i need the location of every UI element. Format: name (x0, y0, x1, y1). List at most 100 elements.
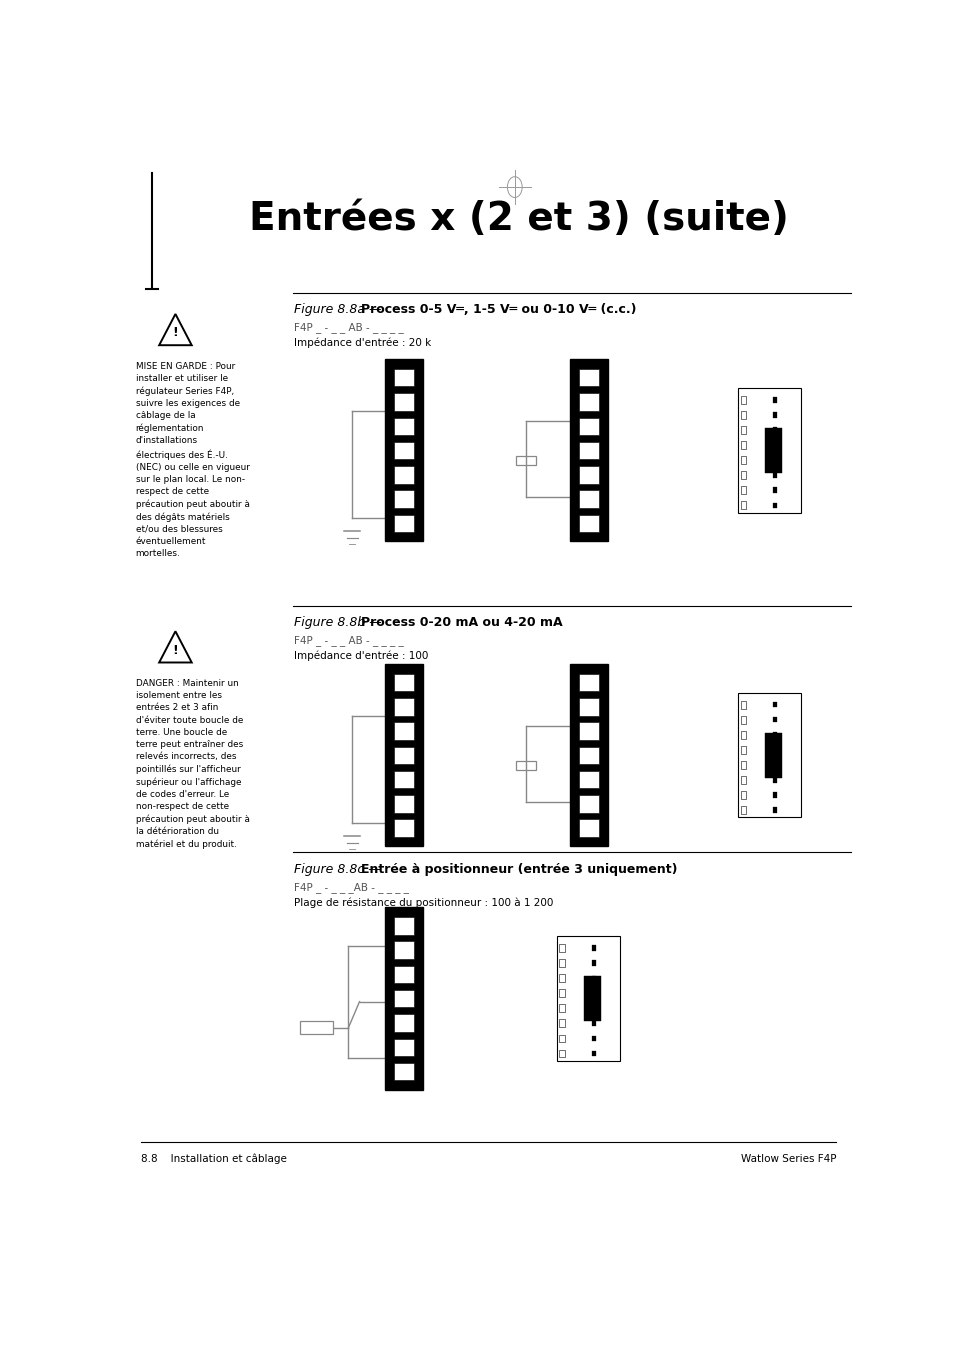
Bar (772, 503, 776, 508)
Bar (394, 917, 414, 935)
Bar (740, 792, 745, 798)
Bar (578, 442, 598, 459)
Bar (772, 777, 776, 782)
Bar (394, 1039, 414, 1056)
Bar (394, 369, 414, 386)
Bar (772, 412, 776, 417)
Text: !: ! (172, 643, 178, 657)
Bar (764, 732, 781, 778)
Bar (740, 731, 745, 739)
Bar (578, 820, 598, 836)
Text: Figure 8.8c —: Figure 8.8c — (294, 863, 385, 875)
Bar (740, 457, 745, 463)
Bar (578, 466, 598, 484)
Bar (394, 747, 414, 765)
Bar (740, 396, 745, 404)
Bar (578, 747, 598, 765)
Bar (772, 717, 776, 723)
Bar (569, 665, 607, 846)
Bar (558, 974, 564, 982)
Bar (772, 397, 776, 403)
Bar (394, 723, 414, 740)
Bar (578, 771, 598, 789)
Bar (394, 674, 414, 692)
Bar (394, 417, 414, 435)
Bar (394, 942, 414, 959)
Bar (740, 442, 745, 449)
Bar (394, 393, 414, 411)
Bar (583, 975, 600, 1021)
Bar (569, 359, 607, 542)
Bar (591, 1020, 595, 1025)
Bar (558, 1004, 564, 1012)
Text: Entrées x (2 et 3) (suite): Entrées x (2 et 3) (suite) (249, 200, 787, 238)
Bar (299, 1021, 333, 1034)
Bar (394, 990, 414, 1008)
Bar (394, 1063, 414, 1081)
Bar (558, 1035, 564, 1042)
Bar (772, 747, 776, 753)
Text: Impédance d'entrée : 20 k: Impédance d'entrée : 20 k (294, 338, 432, 349)
Bar (740, 486, 745, 494)
Text: DANGER : Maintenir un
isolement entre les
entrées 2 et 3 afin
d'éviter toute bou: DANGER : Maintenir un isolement entre le… (135, 680, 249, 848)
Bar (558, 959, 564, 967)
Bar (740, 501, 745, 509)
Text: 8.8    Installation et câblage: 8.8 Installation et câblage (141, 1154, 287, 1165)
Text: MISE EN GARDE : Pour
installer et utiliser le
régulateur Series F4P,
suivre les : MISE EN GARDE : Pour installer et utilis… (135, 362, 249, 558)
Bar (772, 458, 776, 463)
Bar (740, 746, 745, 754)
Bar (394, 966, 414, 984)
Bar (578, 515, 598, 532)
Text: F4P _ - _ _ AB - _ _ _ _: F4P _ - _ _ AB - _ _ _ _ (294, 322, 404, 332)
Bar (772, 808, 776, 813)
Bar (772, 442, 776, 447)
Bar (557, 936, 619, 1061)
Bar (558, 944, 564, 952)
Text: Process 0-5 V═, 1-5 V═ ou 0-10 V═ (c.c.): Process 0-5 V═, 1-5 V═ ou 0-10 V═ (c.c.) (360, 304, 636, 316)
Bar (578, 393, 598, 411)
Bar (740, 775, 745, 784)
Bar (394, 796, 414, 812)
Bar (738, 388, 801, 512)
Bar (578, 417, 598, 435)
Text: Entrée à positionneur (entrée 3 uniquement): Entrée à positionneur (entrée 3 uniqueme… (360, 863, 677, 875)
Bar (772, 792, 776, 797)
Bar (578, 674, 598, 692)
Bar (740, 761, 745, 769)
Bar (394, 771, 414, 789)
Bar (578, 698, 598, 716)
Bar (740, 411, 745, 419)
Bar (578, 723, 598, 740)
Bar (515, 457, 536, 465)
Bar (772, 488, 776, 493)
Bar (394, 466, 414, 484)
Bar (740, 471, 745, 478)
Text: F4P _ - _ _ _AB - _ _ _ _: F4P _ - _ _ _AB - _ _ _ _ (294, 882, 409, 893)
Bar (558, 1050, 564, 1058)
Bar (515, 761, 536, 770)
Bar (384, 359, 423, 542)
Bar (384, 908, 423, 1089)
Text: Process 0-20 mA ou 4-20 mA: Process 0-20 mA ou 4-20 mA (360, 616, 562, 630)
Bar (764, 428, 781, 473)
Bar (772, 427, 776, 432)
Bar (394, 820, 414, 836)
Bar (591, 1005, 595, 1011)
Bar (578, 490, 598, 508)
Bar (591, 1051, 595, 1056)
Bar (591, 975, 595, 981)
Bar (394, 442, 414, 459)
Text: Plage de résistance du positionneur : 100 à 1 200: Plage de résistance du positionneur : 10… (294, 897, 554, 908)
Bar (394, 698, 414, 716)
Text: Watlow Series F4P: Watlow Series F4P (740, 1154, 836, 1163)
Bar (394, 1015, 414, 1032)
Text: Figure 8.8b —: Figure 8.8b — (294, 616, 386, 630)
Bar (772, 732, 776, 738)
Bar (384, 665, 423, 846)
Text: Figure 8.8a —: Figure 8.8a — (294, 304, 386, 316)
Bar (591, 946, 595, 951)
Bar (772, 473, 776, 478)
Text: Impédance d'entrée : 100: Impédance d'entrée : 100 (294, 651, 429, 662)
Bar (740, 807, 745, 813)
Bar (740, 701, 745, 708)
